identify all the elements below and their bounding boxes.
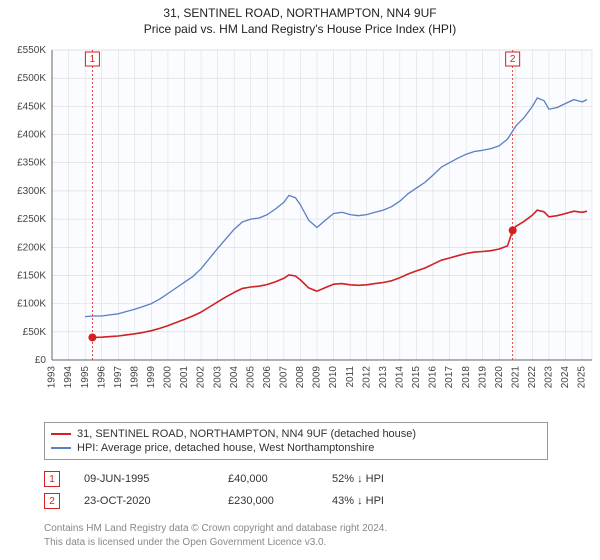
- sale-hpi: 52% ↓ HPI: [332, 473, 422, 485]
- svg-text:£150K: £150K: [17, 270, 46, 281]
- title-subtitle: Price paid vs. HM Land Registry's House …: [0, 22, 600, 36]
- chart: £0 £50K £100K £150K £200K £250K £300K £350K £400…: [0, 36, 600, 416]
- svg-text:2023: 2023: [544, 366, 555, 389]
- svg-text:1996: 1996: [96, 366, 107, 389]
- svg-text:2022: 2022: [527, 366, 538, 389]
- sales-table: 1 09-JUN-1995 £40,000 52% ↓ HPI 2 23-OCT…: [44, 468, 548, 512]
- svg-text:1993: 1993: [47, 366, 58, 389]
- svg-text:2: 2: [510, 54, 516, 65]
- svg-text:2007: 2007: [279, 366, 290, 389]
- svg-text:2006: 2006: [262, 366, 273, 389]
- sale-hpi: 43% ↓ HPI: [332, 495, 422, 507]
- svg-text:2003: 2003: [212, 366, 223, 389]
- legend-row: 31, SENTINEL ROAD, NORTHAMPTON, NN4 9UF …: [51, 427, 541, 441]
- svg-text:2014: 2014: [394, 366, 405, 389]
- legend-label: 31, SENTINEL ROAD, NORTHAMPTON, NN4 9UF …: [77, 428, 416, 440]
- svg-text:1998: 1998: [129, 366, 140, 389]
- svg-text:£0: £0: [35, 355, 47, 366]
- svg-text:£350K: £350K: [17, 158, 46, 169]
- svg-text:2020: 2020: [494, 366, 505, 389]
- svg-text:2000: 2000: [163, 366, 174, 389]
- svg-text:2011: 2011: [345, 366, 356, 388]
- legend-swatch: [51, 447, 71, 449]
- svg-text:£200K: £200K: [17, 242, 46, 253]
- sale-price: £40,000: [228, 473, 308, 485]
- svg-text:2019: 2019: [477, 366, 488, 389]
- svg-text:£250K: £250K: [17, 214, 46, 225]
- sale-price: £230,000: [228, 495, 308, 507]
- sale-date: 23-OCT-2020: [84, 495, 204, 507]
- svg-text:2016: 2016: [428, 366, 439, 389]
- chart-container: 31, SENTINEL ROAD, NORTHAMPTON, NN4 9UF …: [0, 0, 600, 549]
- svg-text:2017: 2017: [444, 366, 455, 389]
- title-address: 31, SENTINEL ROAD, NORTHAMPTON, NN4 9UF: [0, 6, 600, 20]
- svg-text:2012: 2012: [361, 366, 372, 389]
- legend: 31, SENTINEL ROAD, NORTHAMPTON, NN4 9UF …: [44, 422, 548, 460]
- footer-line: Contains HM Land Registry data © Crown c…: [44, 522, 548, 536]
- svg-text:2013: 2013: [378, 366, 389, 389]
- svg-text:2024: 2024: [560, 366, 571, 389]
- svg-text:2009: 2009: [312, 366, 323, 389]
- svg-text:£500K: £500K: [17, 73, 46, 84]
- svg-text:2004: 2004: [229, 366, 240, 389]
- svg-text:2018: 2018: [461, 366, 472, 389]
- svg-text:£50K: £50K: [23, 327, 47, 338]
- svg-text:1995: 1995: [80, 366, 91, 389]
- svg-text:2001: 2001: [179, 366, 190, 389]
- svg-text:1: 1: [90, 54, 96, 65]
- svg-text:2008: 2008: [295, 366, 306, 389]
- svg-text:2005: 2005: [245, 366, 256, 389]
- sale-date: 09-JUN-1995: [84, 473, 204, 485]
- svg-text:1994: 1994: [63, 366, 74, 389]
- svg-text:£450K: £450K: [17, 101, 46, 112]
- svg-text:1997: 1997: [113, 366, 124, 389]
- sales-row: 2 23-OCT-2020 £230,000 43% ↓ HPI: [44, 490, 548, 512]
- svg-text:2015: 2015: [411, 366, 422, 389]
- svg-text:£300K: £300K: [17, 186, 46, 197]
- footer-line: This data is licensed under the Open Gov…: [44, 536, 548, 550]
- legend-label: HPI: Average price, detached house, West…: [77, 442, 374, 454]
- svg-text:2025: 2025: [577, 366, 588, 389]
- chart-svg: £0 £50K £100K £150K £200K £250K £300K £350K £400…: [0, 36, 600, 416]
- svg-text:£550K: £550K: [17, 45, 46, 56]
- svg-text:£100K: £100K: [17, 299, 46, 310]
- svg-text:2021: 2021: [510, 366, 521, 389]
- legend-row: HPI: Average price, detached house, West…: [51, 441, 541, 455]
- footer: Contains HM Land Registry data © Crown c…: [44, 522, 548, 549]
- legend-swatch: [51, 433, 71, 435]
- svg-text:£400K: £400K: [17, 130, 46, 141]
- sale-marker-icon: 1: [44, 471, 60, 487]
- sales-row: 1 09-JUN-1995 £40,000 52% ↓ HPI: [44, 468, 548, 490]
- sale-marker-icon: 2: [44, 493, 60, 509]
- svg-text:1999: 1999: [146, 366, 157, 389]
- svg-text:2010: 2010: [328, 366, 339, 389]
- titles: 31, SENTINEL ROAD, NORTHAMPTON, NN4 9UF …: [0, 0, 600, 36]
- svg-text:2002: 2002: [196, 366, 207, 389]
